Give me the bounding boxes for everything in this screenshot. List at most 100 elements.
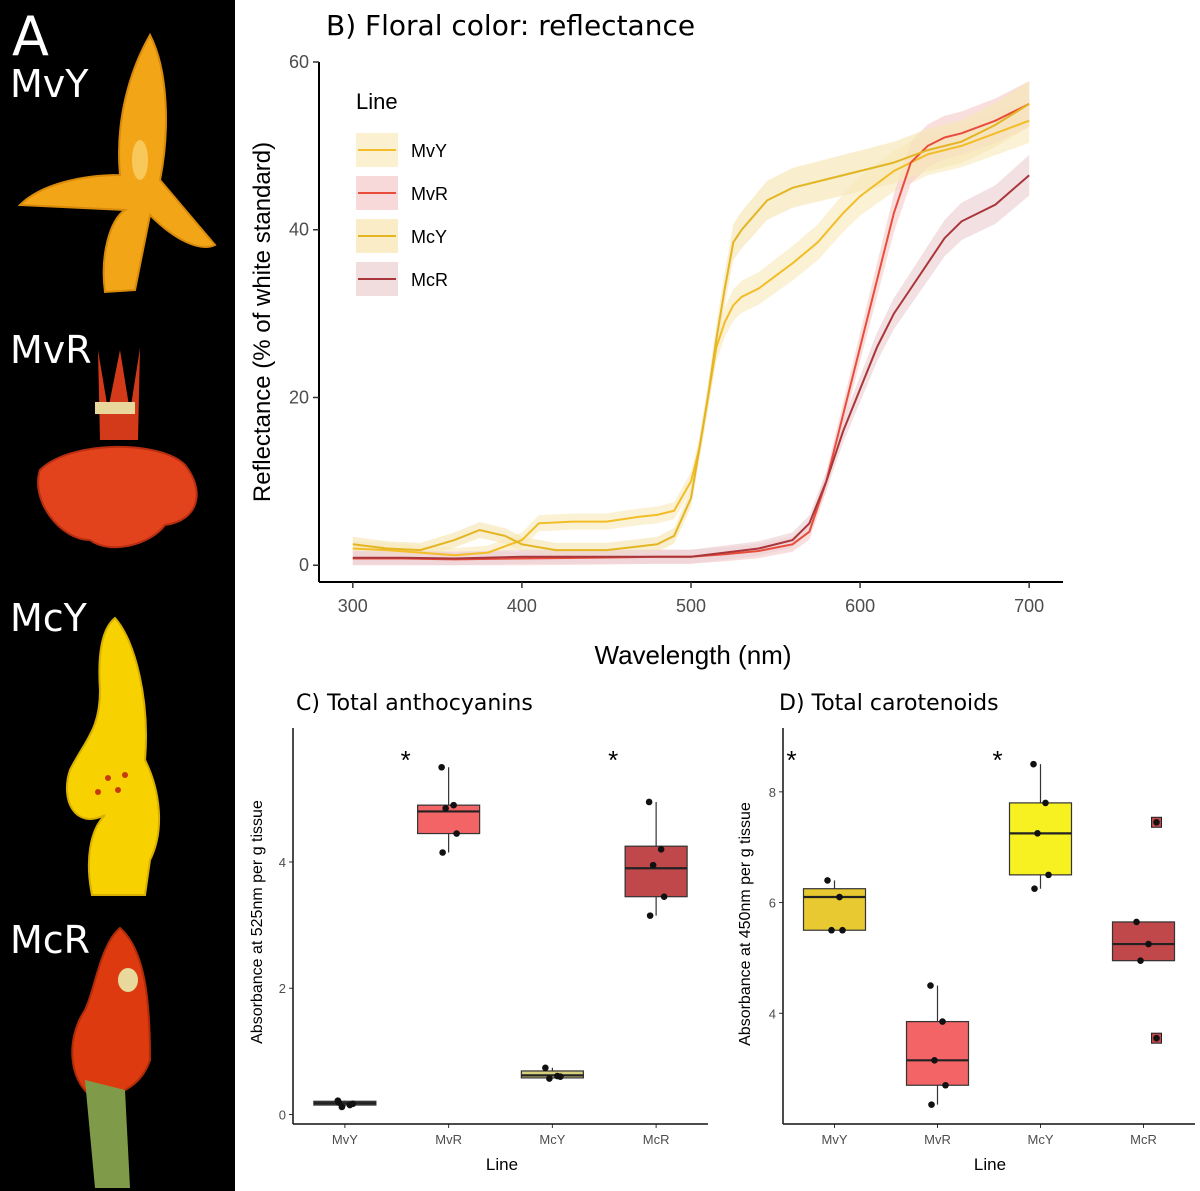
box-point: [542, 1064, 549, 1072]
legend-label-mvr: MvR: [411, 184, 448, 204]
box-point: [453, 830, 460, 837]
flower-label-mvy: MvY: [10, 62, 89, 106]
flower-label-mcy: McY: [10, 596, 87, 640]
legend-label-mcr: McR: [411, 270, 448, 290]
x-tick-label: MvY: [822, 1132, 848, 1147]
y-tick-label: 60: [289, 52, 309, 72]
flower-photos: [17, 32, 217, 1188]
box-point: [927, 982, 934, 989]
y-tick-label: 2: [279, 981, 286, 996]
box-point: [828, 926, 835, 934]
x-tick-label: 700: [1014, 596, 1044, 616]
box-point: [824, 877, 831, 884]
series-line-mvr: [352, 103, 1030, 561]
box-point: [442, 804, 449, 812]
box-point: [836, 893, 843, 901]
x-tick-label: McR: [643, 1132, 670, 1147]
flower-label-mcr: McR: [10, 918, 91, 962]
y-tick-label: 4: [279, 855, 286, 870]
anthocyanin-y-label: Absorbance at 525nm per g tissue: [249, 800, 266, 1044]
box-point: [942, 1081, 949, 1089]
x-tick-label: 500: [676, 596, 706, 616]
legend-title: Line: [356, 89, 398, 114]
significance-marker: *: [992, 745, 1002, 775]
panel-a-letter: A: [12, 5, 49, 68]
x-tick-label: 600: [845, 596, 875, 616]
box-point: [1045, 871, 1052, 879]
box-point: [1031, 885, 1038, 893]
reflectance-chart: B) Floral color: reflectance 300 400 500 60…: [249, 9, 1063, 670]
x-tick-label: McR: [1130, 1132, 1157, 1147]
box-point: [557, 1073, 564, 1080]
box-point: [1042, 799, 1049, 807]
box-point: [1133, 918, 1140, 926]
y-tick-label: 6: [769, 896, 776, 911]
y-tick-label: 0: [279, 1108, 286, 1123]
reflectance-x-label: Wavelength (nm): [595, 640, 792, 670]
legend-label-mcy: McY: [411, 227, 447, 247]
box-point: [1153, 818, 1160, 826]
box-point: [660, 893, 668, 900]
box-point: [349, 1100, 357, 1108]
anthocyanin-chart: C) Total anthocyanins MvY*MvR McY*McR024 …: [249, 691, 708, 1174]
flower-mcr: [71, 926, 152, 1188]
box-point: [1153, 1034, 1160, 1042]
box-point: [438, 763, 445, 771]
flower-mcy: [65, 616, 160, 896]
x-tick-label: MvR: [435, 1132, 462, 1147]
box-point: [931, 1057, 938, 1064]
significance-marker: *: [608, 745, 618, 775]
reflectance-title: B) Floral color: reflectance: [326, 9, 695, 42]
carotenoid-x-label: Line: [974, 1155, 1006, 1174]
ribbon-mvy: [352, 98, 1030, 563]
carotenoid-chart: D) Total carotenoids * MvY MvR * McY McR 4 6 8 L…: [737, 691, 1195, 1174]
box-point: [1030, 760, 1037, 768]
x-tick-label: 400: [507, 596, 537, 616]
box-point: [928, 1101, 935, 1108]
box-point: [335, 1099, 343, 1106]
box-mcr: [624, 845, 688, 898]
x-tick-label: MvR: [924, 1132, 951, 1147]
box-point: [450, 801, 457, 809]
box-mvr: [905, 1020, 970, 1086]
box-mvr: [417, 804, 481, 835]
flower-mvr: [37, 348, 198, 549]
reflectance-y-ticks: 0 20 40 60: [289, 52, 319, 575]
legend-label-mvy: MvY: [411, 141, 447, 161]
anthocyanin-x-label: Line: [486, 1155, 518, 1174]
reflectance-y-label: Reflectance (% of white standard): [249, 142, 276, 502]
y-tick-label: 4: [769, 1006, 776, 1021]
box-mvy: [802, 888, 867, 931]
box-mcr: [1111, 921, 1176, 962]
box-point: [546, 1075, 553, 1082]
anthocyanin-plot: MvY * MvR McY * McR 0 2 4: [279, 728, 708, 1147]
box-point: [645, 798, 653, 806]
ribbon-mcy: [352, 81, 1030, 558]
box-point: [1145, 940, 1152, 948]
anthocyanin-title: C) Total anthocyanins: [296, 691, 533, 716]
box-point: [657, 846, 665, 853]
box-point: [1137, 957, 1144, 964]
reflectance-x-ticks: 300 400 500 600 700: [338, 582, 1044, 616]
significance-marker: *: [401, 745, 411, 775]
reflectance-legend: Line MvY MvR McY McR: [356, 89, 448, 296]
x-tick-label: MvY: [332, 1132, 358, 1147]
y-tick-label: 0: [299, 555, 309, 575]
y-tick-label: 8: [769, 785, 776, 800]
panel-a-photos: A MvY MvR McY McR: [0, 0, 235, 1191]
reflectance-ribbons: [352, 81, 1030, 566]
flower-mvy: [17, 32, 217, 294]
flower-label-mvr: MvR: [10, 328, 92, 372]
box-mcy: [1008, 802, 1073, 876]
box-point: [839, 926, 846, 934]
box-point: [646, 912, 654, 919]
reflectance-lines: [352, 103, 1030, 561]
series-line-mcy: [352, 103, 1030, 552]
y-tick-label: 40: [289, 220, 309, 240]
carotenoid-y-label: Absorbance at 450nm per g tissue: [737, 802, 754, 1046]
x-tick-label: McY: [1028, 1132, 1054, 1147]
box-point: [649, 861, 657, 869]
carotenoid-title: D) Total carotenoids: [779, 691, 999, 716]
y-tick-label: 20: [289, 387, 309, 407]
series-line-mcr: [352, 174, 1030, 560]
